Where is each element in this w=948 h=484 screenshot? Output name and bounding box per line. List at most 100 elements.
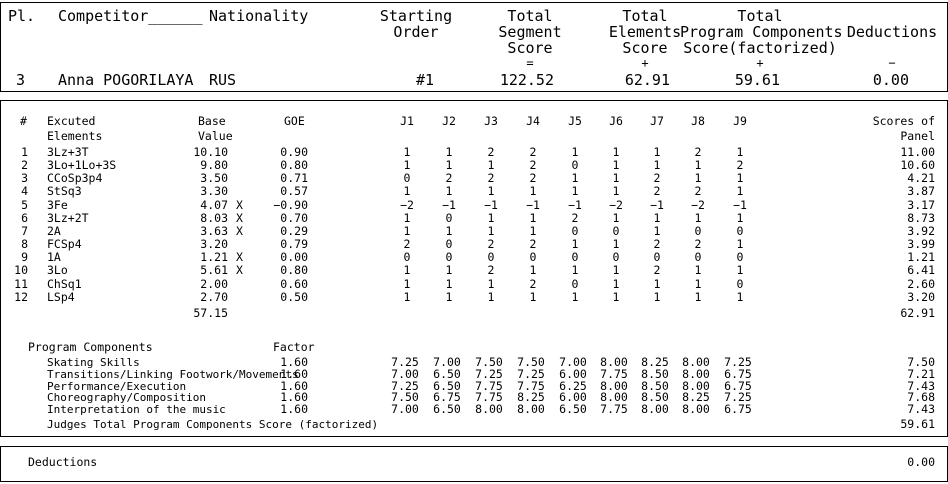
element-judge-score: 2 xyxy=(529,237,537,252)
component-judge-score: 6.50 xyxy=(559,402,587,417)
component-judge-score: 6.75 xyxy=(724,366,752,381)
element-judge-score: −2 xyxy=(691,197,705,212)
element-judge-score: 2 xyxy=(529,171,537,186)
component-name: Performance/Execution xyxy=(47,379,187,393)
element-judge-score: 1 xyxy=(736,171,744,186)
element-judge-score: 1 xyxy=(529,184,537,199)
judge-header: J1 xyxy=(400,114,414,128)
element-judge-score: 0 xyxy=(736,223,744,238)
judge-header: J5 xyxy=(568,114,582,128)
element-judge-score: 1 xyxy=(653,158,661,173)
element-goe: 0.60 xyxy=(280,276,308,291)
element-judge-score: 0 xyxy=(612,250,620,265)
judge-header: J8 xyxy=(691,114,705,128)
component-name: Transitions/Linking Footwork/Movements xyxy=(47,367,299,381)
element-goe: 0.70 xyxy=(280,210,308,225)
element-panel-score: 1.21 xyxy=(907,250,935,265)
component-judge-score: 7.00 xyxy=(391,402,419,417)
element-name: 3Lz+2T xyxy=(47,210,89,225)
component-judge-score: 8.00 xyxy=(600,378,628,393)
ded-label-4: − xyxy=(888,56,896,70)
element-judge-score: 1 xyxy=(403,223,411,238)
element-judge-score: 2 xyxy=(529,158,537,173)
element-judge-score: 1 xyxy=(403,210,411,225)
element-judge-score: 1 xyxy=(612,210,620,225)
place-label: Pl. xyxy=(8,7,36,25)
component-judge-score: 8.25 xyxy=(682,390,710,405)
element-judge-score: 1 xyxy=(403,263,411,278)
element-judge-score: 2 xyxy=(736,158,744,173)
element-name: ChSq1 xyxy=(47,276,82,291)
element-base-value: 1.21 xyxy=(200,250,228,265)
element-judge-score: 1 xyxy=(612,276,620,291)
component-judge-score: 7.75 xyxy=(600,402,628,417)
element-goe: 0.90 xyxy=(280,145,308,159)
col-scores-header-1: Scores of xyxy=(872,114,935,128)
element-judge-score: 1 xyxy=(612,263,620,278)
component-judge-score: 6.25 xyxy=(559,378,587,393)
tes-label-4: + xyxy=(641,56,649,70)
element-judge-score: 1 xyxy=(445,158,453,173)
pcs-total-value: 59.61 xyxy=(900,417,935,431)
element-judge-score: 1 xyxy=(571,289,579,304)
element-number: 7 xyxy=(21,223,28,238)
component-judge-score: 7.00 xyxy=(433,355,461,369)
element-judge-score: 2 xyxy=(694,237,702,252)
tss-label-3: Score xyxy=(507,39,553,57)
element-name: FCSp4 xyxy=(47,237,82,252)
element-judge-score: 1 xyxy=(612,145,620,159)
element-judge-score: 1 xyxy=(571,263,579,278)
tss-label-4: = xyxy=(526,56,534,70)
pcs-label-4: + xyxy=(756,56,764,70)
element-judge-score: −2 xyxy=(400,197,414,212)
element-judge-score: 1 xyxy=(445,223,453,238)
deductions-label: Deductions xyxy=(28,455,98,469)
component-judge-score: 8.50 xyxy=(641,390,669,405)
element-base-value: 5.61 xyxy=(200,263,228,278)
element-judge-score: 1 xyxy=(529,289,537,304)
component-judge-score: 7.75 xyxy=(517,378,545,393)
element-judge-score: 1 xyxy=(529,210,537,225)
element-judge-score: 1 xyxy=(694,289,702,304)
element-name: 3Lz+3T xyxy=(47,145,89,159)
element-judge-score: 1 xyxy=(612,184,620,199)
element-base-value: 3.30 xyxy=(200,184,228,199)
element-judge-score: 2 xyxy=(445,171,453,186)
col-goe-header: GOE xyxy=(284,114,305,128)
element-goe: 0.80 xyxy=(280,158,308,173)
element-base-value: 9.80 xyxy=(200,158,228,173)
element-judge-score: 2 xyxy=(653,171,661,186)
element-number: 2 xyxy=(21,158,28,173)
component-judge-score: 6.50 xyxy=(433,402,461,417)
component-factor: 1.60 xyxy=(280,366,308,381)
element-judge-score: 1 xyxy=(694,158,702,173)
element-base-value: 3.63 xyxy=(200,223,228,238)
component-judge-score: 8.00 xyxy=(600,355,628,369)
element-goe: −0.90 xyxy=(273,197,308,212)
component-judge-score: 8.00 xyxy=(682,378,710,393)
component-judge-score: 6.50 xyxy=(433,378,461,393)
element-judge-score: 1 xyxy=(487,158,495,173)
component-name: Interpretation of the music xyxy=(47,403,226,417)
component-judge-score: 6.75 xyxy=(433,390,461,405)
element-goe: 0.00 xyxy=(280,250,308,265)
element-number: 4 xyxy=(21,184,28,199)
element-judge-score: 1 xyxy=(736,210,744,225)
component-judge-score: 8.25 xyxy=(641,355,669,369)
deductions-box xyxy=(0,446,948,482)
element-judge-score: 0 xyxy=(403,250,411,265)
element-panel-score: 8.73 xyxy=(907,210,935,225)
competitor-label: Competitor______ xyxy=(58,7,203,25)
tss-label-2: Segment xyxy=(498,23,562,41)
judge-header: J2 xyxy=(442,114,456,128)
component-panel-score: 7.43 xyxy=(907,402,935,417)
element-name: 1A xyxy=(47,250,61,265)
judge-header: J9 xyxy=(733,114,747,128)
component-judge-score: 8.00 xyxy=(682,355,710,369)
component-judge-score: 8.00 xyxy=(641,402,669,417)
element-judge-score: 0 xyxy=(736,276,744,291)
element-judge-score: 2 xyxy=(487,145,495,159)
element-judge-score: 1 xyxy=(612,158,620,173)
component-panel-score: 7.43 xyxy=(907,378,935,393)
component-factor: 1.60 xyxy=(280,402,308,417)
